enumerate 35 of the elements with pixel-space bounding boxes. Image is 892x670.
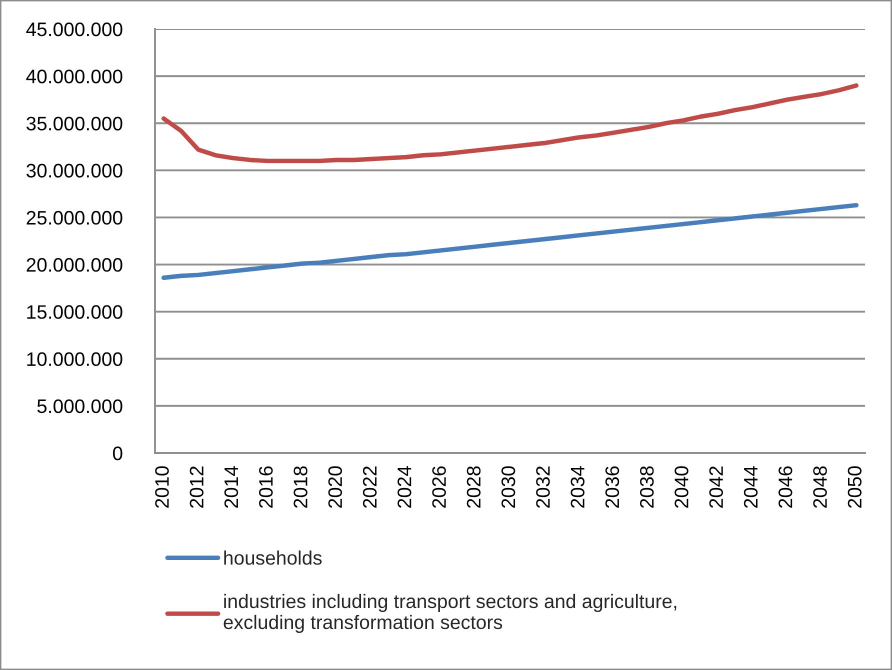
line-series	[161, 202, 859, 280]
y-tick-label: 35.000.000	[26, 116, 122, 130]
x-tick-label: 2048	[813, 466, 827, 508]
y-tick-label: 45.000.000	[26, 22, 122, 36]
x-tick-label: 2018	[294, 466, 308, 508]
y-tick-label: 30.000.000	[26, 164, 122, 178]
x-tick-label: 2014	[224, 466, 238, 508]
x-tick-label: 2010	[155, 466, 169, 508]
x-tick-label: 2046	[778, 466, 792, 508]
x-tick-label: 2040	[674, 466, 688, 508]
x-tick-label: 2038	[640, 466, 654, 508]
x-tick-label: 2042	[709, 466, 724, 508]
x-tick-label: 2030	[501, 466, 516, 508]
x-tick-label: 2020	[328, 466, 342, 508]
x-tick-label: 2034	[570, 466, 584, 508]
x-tick-label: 2026	[432, 466, 446, 508]
y-tick-label: 40.000.000	[26, 70, 122, 84]
legend-label: households	[224, 550, 322, 565]
x-tick-label: 2036	[605, 466, 620, 508]
y-tick-label: 20.000.000	[26, 258, 122, 272]
x-tick-label: 2050	[848, 466, 862, 508]
y-tick-label: 5.000.000	[37, 399, 122, 414]
legend-label: industries including transport sectors and agriculture, excluding transformation sectors	[224, 594, 676, 633]
x-tick-label: 2024	[398, 466, 412, 508]
y-tick-label: 0	[113, 446, 122, 460]
x-tick-label: 2032	[536, 466, 550, 508]
line-series	[161, 83, 859, 164]
y-tick-label: 15.000.000	[27, 305, 122, 319]
x-tick-label: 2044	[744, 466, 758, 508]
x-tick-label: 2022	[362, 466, 377, 508]
y-tick-label: 25.000.000	[26, 210, 122, 225]
x-tick-label: 2028	[466, 466, 481, 508]
x-tick-label: 2016	[259, 466, 273, 508]
x-tick-label: 2012	[190, 466, 204, 508]
y-tick-label: 10.000.000	[27, 352, 122, 366]
